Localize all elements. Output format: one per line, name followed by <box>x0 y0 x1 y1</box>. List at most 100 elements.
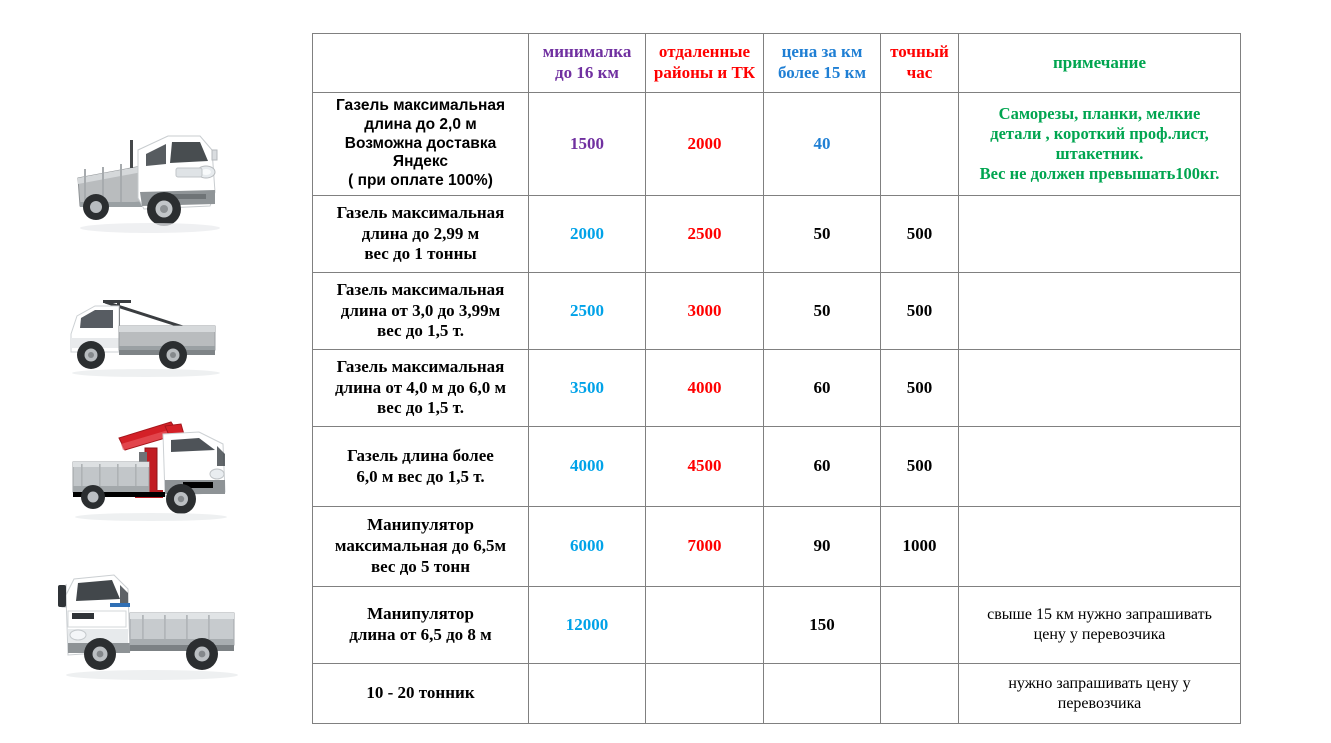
cell-remote <box>645 586 764 664</box>
price-table-container: минималка до 16 км отдаленные районы и Т… <box>312 33 1241 724</box>
cell-note <box>958 349 1241 427</box>
cell-vehicle-name: Газель максимальная длина до 2,0 м Возмо… <box>312 92 529 196</box>
cell-per-km: 50 <box>763 195 881 273</box>
note-line: Вес не должен превышать100кг. <box>979 164 1220 184</box>
vehicle-name-line: длина до 2,0 м <box>364 115 477 133</box>
gazelle-flatbed-front-icon <box>77 135 220 233</box>
note-line: цену у перевозчика <box>1033 626 1166 643</box>
table-row: Манипулятор длина от 6,5 до 8 м 12000 15… <box>312 586 1241 664</box>
cell-remote: 2000 <box>645 92 764 196</box>
cell-exact-hour <box>880 92 959 196</box>
note-line: Саморезы, планки, мелкие <box>998 103 1201 123</box>
vehicle-name-line: длина до 2,99 м <box>361 223 480 243</box>
cell-vehicle-name: Газель максимальная длина до 2,99 м вес … <box>312 195 529 273</box>
cell-note: нужно запрашивать цену у перевозчика <box>958 663 1241 724</box>
cell-vehicle-name: 10 - 20 тонник <box>312 663 529 724</box>
header-remote-districts: отдаленные районы и ТК <box>645 33 764 93</box>
cell-exact-hour: 500 <box>880 426 959 507</box>
cell-minimum: 2500 <box>528 272 646 350</box>
cell-remote: 4500 <box>645 426 764 507</box>
cell-per-km <box>763 663 881 724</box>
note-line: свыше 15 км нужно запрашивать <box>987 606 1212 624</box>
vehicle-name-line: длина от 3,0 до 3,99м <box>340 300 501 320</box>
table-row: Газель максимальная длина от 4,0 м до 6,… <box>312 349 1241 427</box>
delivery-price-table: минималка до 16 км отдаленные районы и Т… <box>312 33 1241 724</box>
cell-vehicle-name: Газель длина более 6,0 м вес до 1,5 т. <box>312 426 529 507</box>
vehicle-name-line: Газель максимальная <box>335 96 506 114</box>
note-line: нужно запрашивать цену у <box>1008 674 1191 692</box>
cell-vehicle-name: Манипулятор длина от 6,5 до 8 м <box>312 586 529 664</box>
cell-minimum: 1500 <box>528 92 646 196</box>
vehicle-name-line: 10 - 20 тонник <box>366 683 475 703</box>
vehicle-name-line: Газель максимальная <box>336 279 505 299</box>
cell-note <box>958 272 1241 350</box>
vehicle-name-line: Газель максимальная <box>336 356 505 376</box>
vehicle-name-line: ( при оплате 100%) <box>348 172 493 190</box>
cell-exact-hour: 500 <box>880 349 959 427</box>
cell-remote: 3000 <box>645 272 764 350</box>
vehicle-name-line: вес до 1 тонны <box>364 244 477 264</box>
truck-image-gazelle-flatbed-front-view <box>0 96 300 256</box>
cell-minimum <box>528 663 646 724</box>
cell-minimum: 2000 <box>528 195 646 273</box>
header-price-per-km: цена за км более 15 км <box>763 33 881 93</box>
vehicle-name-line: Возможна доставка Яндекс <box>344 134 497 171</box>
cell-note <box>958 506 1241 587</box>
cell-per-km: 150 <box>763 586 881 664</box>
truck-image-gazelle-next-flatbed-side-view <box>0 246 300 406</box>
cell-per-km: 60 <box>763 426 881 507</box>
table-row: Газель максимальная длина до 2,0 м Возмо… <box>312 92 1241 196</box>
cell-per-km: 50 <box>763 272 881 350</box>
cell-exact-hour: 500 <box>880 195 959 273</box>
cell-remote: 4000 <box>645 349 764 427</box>
header-perkm-line2: более 15 км <box>777 63 867 82</box>
header-hour-line2: час <box>906 63 933 82</box>
header-note: примечание <box>958 33 1241 93</box>
header-remote-line2: районы и ТК <box>653 63 756 82</box>
cell-exact-hour: 1000 <box>880 506 959 587</box>
cell-minimum: 12000 <box>528 586 646 664</box>
cell-note <box>958 426 1241 507</box>
header-minimum-line1: минималка <box>542 42 632 62</box>
vehicle-name-line: Манипулятор <box>367 515 474 535</box>
cell-remote: 7000 <box>645 506 764 587</box>
header-vehicle <box>312 33 529 93</box>
note-line: штакетник. <box>1055 144 1144 163</box>
cell-minimum: 6000 <box>528 506 646 587</box>
cell-note: Саморезы, планки, мелкие детали , коротк… <box>958 92 1241 196</box>
header-remote-line1: отдаленные <box>658 42 751 62</box>
cell-per-km: 60 <box>763 349 881 427</box>
header-minimum-line2: до 16 км <box>555 63 619 82</box>
header-minimum: минималка до 16 км <box>528 33 646 93</box>
vehicle-name-line: вес до 5 тонн <box>370 556 471 576</box>
cell-vehicle-name: Газель максимальная длина от 3,0 до 3,99… <box>312 272 529 350</box>
table-row: Газель длина более 6,0 м вес до 1,5 т. 4… <box>312 426 1241 507</box>
header-exact-hour: точный час <box>880 33 959 93</box>
vehicle-name-line: длина от 6,5 до 8 м <box>349 625 492 644</box>
truck-image-gallery <box>0 0 300 743</box>
cell-remote: 2500 <box>645 195 764 273</box>
cell-minimum: 4000 <box>528 426 646 507</box>
vehicle-name-line: Газель максимальная <box>336 202 505 222</box>
cell-vehicle-name: Манипулятор максимальная до 6,5м вес до … <box>312 506 529 587</box>
cell-minimum: 3500 <box>528 349 646 427</box>
cell-exact-hour <box>880 663 959 724</box>
cell-exact-hour <box>880 586 959 664</box>
cell-note: свыше 15 км нужно запрашивать цену у пер… <box>958 586 1241 664</box>
vehicle-name-line: вес до 1,5 т. <box>377 321 464 341</box>
cell-exact-hour: 500 <box>880 272 959 350</box>
truck-image-heavy-flatbed-truck <box>0 550 300 700</box>
header-note-label: примечание <box>1053 52 1146 72</box>
cell-note <box>958 195 1241 273</box>
vehicle-name-line: Газель длина более <box>347 445 494 465</box>
truck-image-manipulator-crane-truck <box>0 396 300 544</box>
manipulator-crane-icon <box>72 421 227 521</box>
vehicle-name-line: Манипулятор <box>367 604 474 624</box>
note-line: перевозчика <box>1057 694 1142 712</box>
vehicle-name-line: 6,0 м вес до 1,5 т. <box>356 466 485 486</box>
table-row: Газель максимальная длина до 2,99 м вес … <box>312 195 1241 273</box>
table-row: 10 - 20 тонник нужно запрашивать цену у … <box>312 663 1241 724</box>
vehicle-name-line: вес до 1,5 т. <box>377 398 464 418</box>
table-row: Газель максимальная длина от 3,0 до 3,99… <box>312 272 1241 350</box>
gazelle-next-side-icon <box>70 300 220 377</box>
